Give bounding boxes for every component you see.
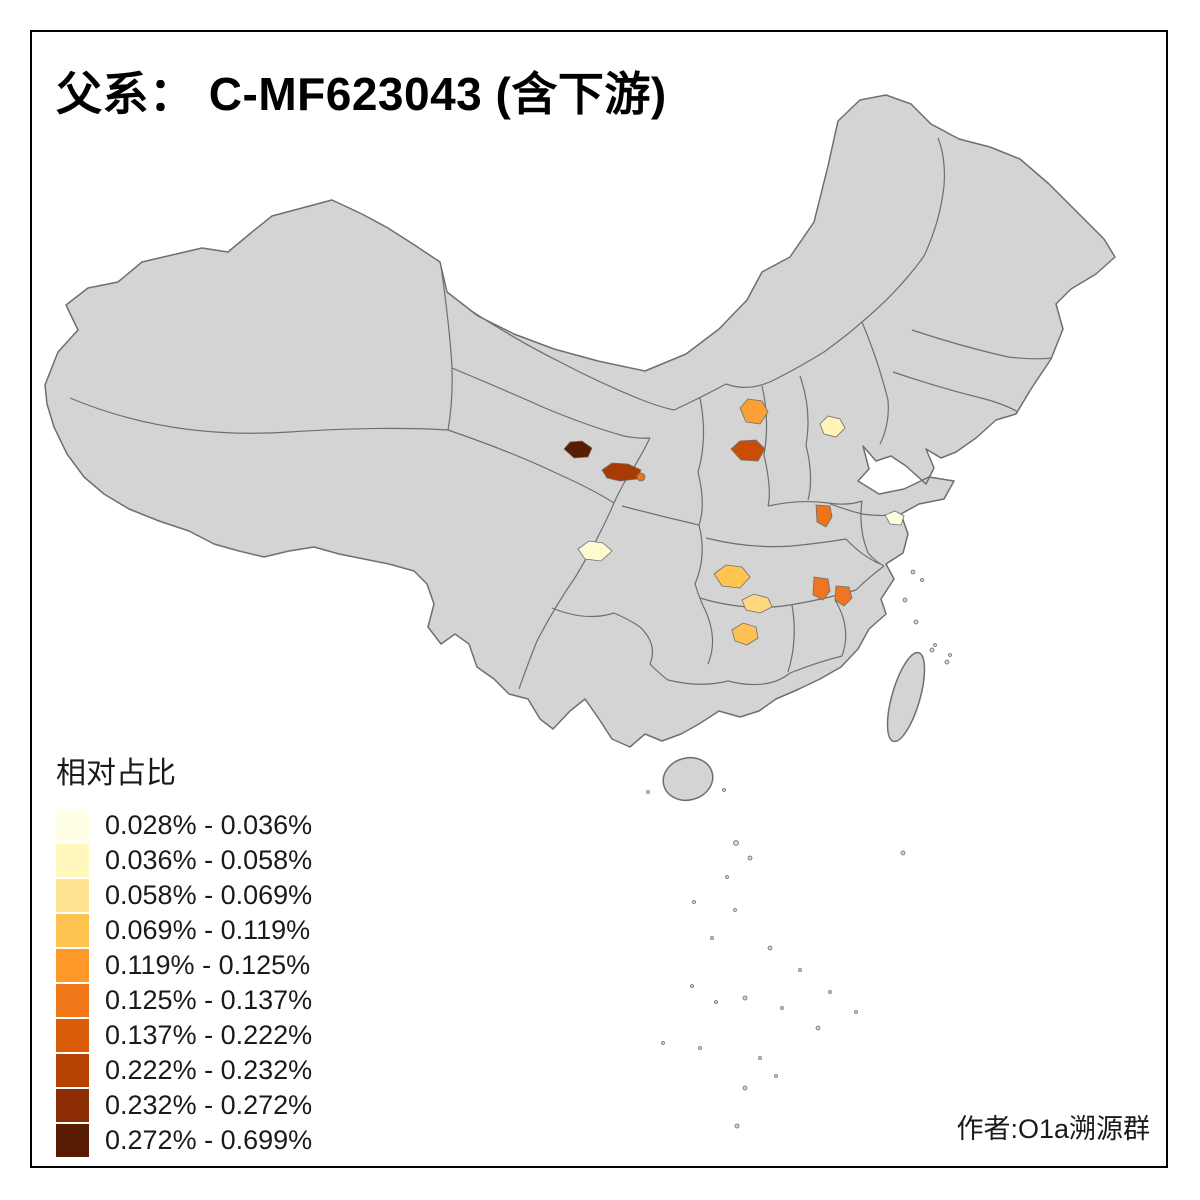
- legend-swatch: [56, 1123, 89, 1157]
- legend-item: 0.028% - 0.036%: [56, 808, 312, 842]
- legend-swatch: [56, 843, 89, 877]
- legend-item: 0.137% - 0.222%: [56, 1018, 312, 1052]
- legend-item: 0.222% - 0.232%: [56, 1053, 312, 1087]
- legend-label: 0.222% - 0.232%: [105, 1054, 313, 1085]
- highlight-region-6: [815, 504, 833, 528]
- china-landmass: [44, 94, 1116, 802]
- legend-swatch: [56, 913, 89, 947]
- highlight-region-13: [834, 585, 853, 607]
- legend-swatch: [56, 1018, 89, 1052]
- legend-label: 0.036% - 0.058%: [105, 844, 313, 875]
- highlight-region-2b: [636, 472, 646, 482]
- legend-item: 0.272% - 0.699%: [56, 1123, 312, 1157]
- highlight-region-8: [577, 540, 613, 562]
- legend-swatch: [56, 808, 89, 842]
- hainan-island: [662, 756, 714, 802]
- legend-label: 0.137% - 0.222%: [105, 1019, 313, 1050]
- legend-item: 0.125% - 0.137%: [56, 983, 312, 1017]
- map-title: 父系： C-MF623043 (含下游): [56, 68, 667, 120]
- legend-label: 0.272% - 0.699%: [105, 1124, 313, 1155]
- legend-label: 0.125% - 0.137%: [105, 984, 313, 1015]
- highlight-region-10: [741, 593, 773, 614]
- legend-label: 0.028% - 0.036%: [105, 809, 313, 840]
- mainland-outline: [44, 94, 1116, 748]
- legend-swatch: [56, 983, 89, 1017]
- legend-label: 0.058% - 0.069%: [105, 879, 313, 910]
- legend-swatch: [56, 948, 89, 982]
- taiwan-island: [886, 651, 926, 743]
- highlight-region-1: [563, 440, 593, 459]
- legend-label: 0.232% - 0.272%: [105, 1089, 313, 1120]
- highlight-region-11: [731, 622, 759, 646]
- legend-item: 0.036% - 0.058%: [56, 843, 312, 877]
- highlight-region-3: [739, 398, 769, 425]
- legend-item: 0.119% - 0.125%: [56, 948, 312, 982]
- legend-item: 0.069% - 0.119%: [56, 913, 312, 947]
- legend-label: 0.119% - 0.125%: [105, 949, 311, 980]
- highlighted-regions: [563, 398, 905, 646]
- legend-title: 相对占比: [56, 757, 176, 790]
- highlight-region-12: [812, 576, 831, 601]
- sea-islands: [646, 569, 952, 1129]
- legend-item: 0.232% - 0.272%: [56, 1088, 312, 1122]
- highlight-region-4: [730, 439, 766, 462]
- highlight-region-7: [884, 510, 905, 526]
- legend-swatch: [56, 878, 89, 912]
- attribution: 作者:O1a溯源群: [956, 1114, 1150, 1144]
- legend-swatch: [56, 1053, 89, 1087]
- legend-swatch: [56, 1088, 89, 1122]
- legend-label: 0.069% - 0.119%: [105, 914, 311, 945]
- highlight-region-5: [819, 415, 846, 438]
- legend: 相对占比 0.028% - 0.036% 0.036% - 0.058% 0.0…: [56, 748, 312, 1158]
- legend-item: 0.058% - 0.069%: [56, 878, 312, 912]
- highlight-region-9: [713, 564, 751, 589]
